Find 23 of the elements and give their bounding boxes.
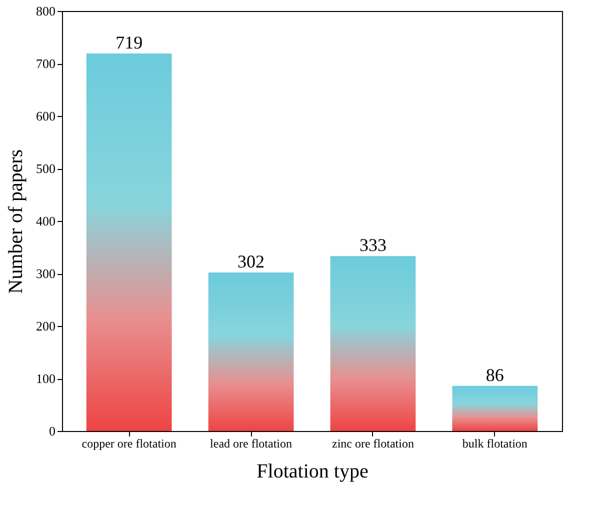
- y-tick-label: 100: [36, 371, 56, 386]
- bar: [330, 256, 416, 431]
- x-tick-label: copper ore flotation: [82, 436, 176, 450]
- y-tick-label: 300: [36, 266, 56, 281]
- y-tick-label: 500: [36, 161, 56, 176]
- bar: [86, 54, 172, 431]
- y-tick-label: 400: [36, 214, 56, 228]
- data-label: 333: [359, 235, 386, 256]
- bar: [452, 386, 538, 431]
- y-tick-label: 0: [49, 424, 56, 438]
- x-tick-label: bulk flotation: [462, 436, 528, 450]
- data-label: 302: [238, 251, 265, 272]
- y-axis-title: Number of papers: [5, 149, 27, 294]
- bar: [208, 272, 294, 431]
- x-axis-title: Flotation type: [256, 460, 368, 482]
- data-label: 86: [486, 364, 504, 385]
- x-tick-label: zinc ore flotation: [332, 436, 414, 450]
- y-tick-label: 200: [36, 318, 56, 334]
- y-tick-label: 700: [36, 56, 56, 71]
- data-label: 719: [116, 32, 143, 53]
- x-tick-label: lead ore flotation: [210, 436, 292, 450]
- y-tick-label: 800: [36, 4, 56, 18]
- y-tick-label: 600: [36, 108, 56, 124]
